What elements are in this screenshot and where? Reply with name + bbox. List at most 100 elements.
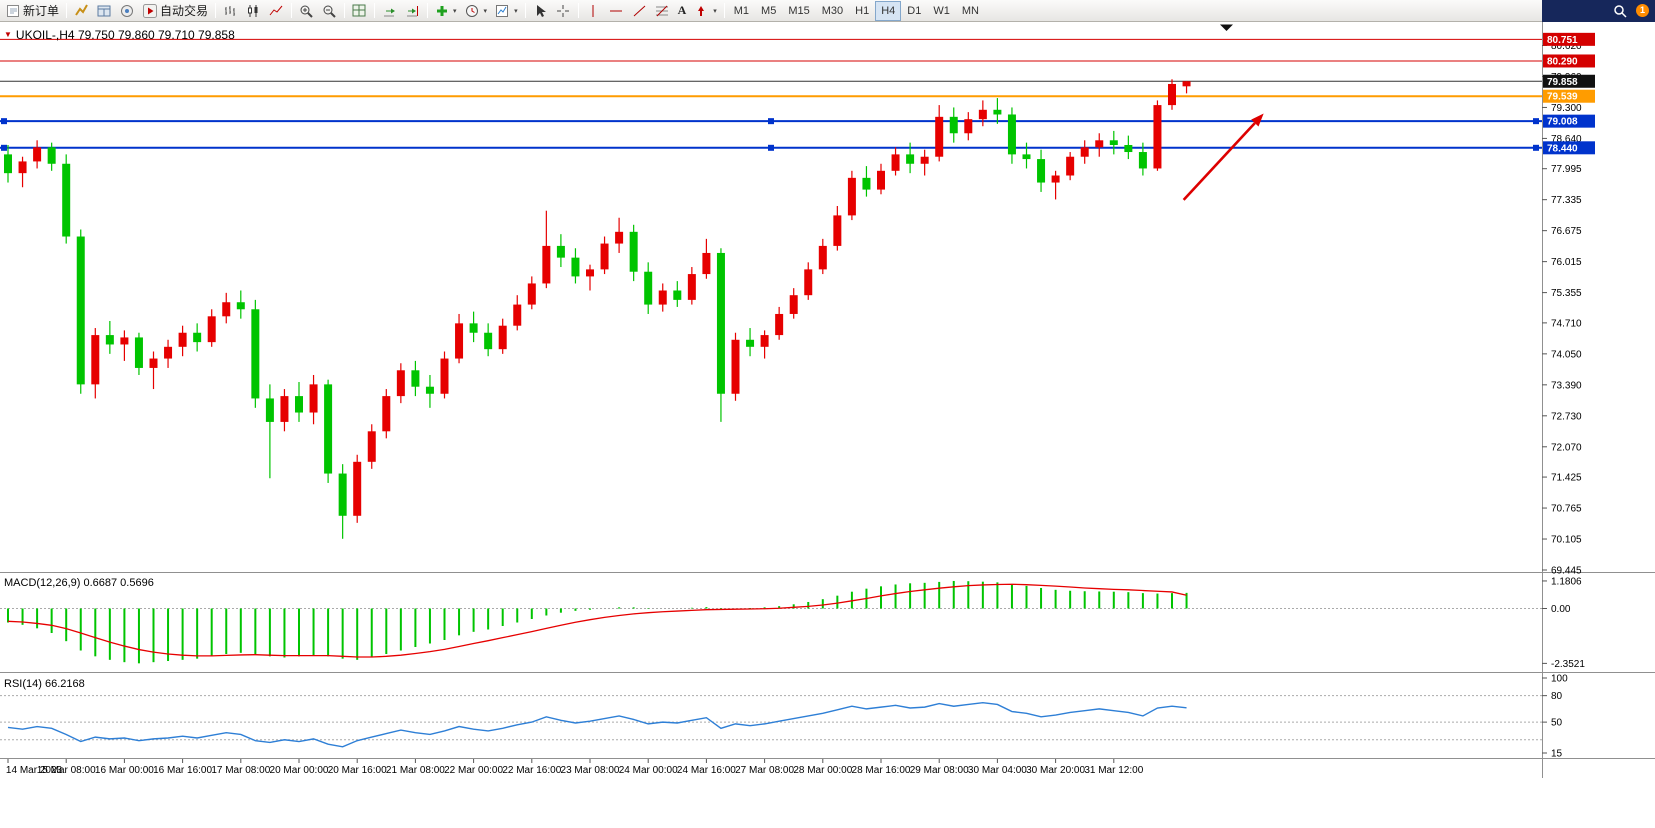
line-chart-button[interactable] — [265, 1, 288, 21]
svg-text:24 Mar 00:00: 24 Mar 00:00 — [619, 765, 678, 776]
svg-text:69.445: 69.445 — [1551, 566, 1582, 577]
periods-button[interactable]: ▾ — [461, 1, 492, 21]
text-tool-icon: A — [677, 3, 687, 17]
chart-shift-icon — [407, 5, 419, 16]
timeframe-m30-button[interactable]: M30 — [816, 1, 849, 21]
svg-text:17 Mar 08:00: 17 Mar 08:00 — [211, 765, 270, 776]
chevron-down-icon: ▾ — [483, 7, 488, 15]
svg-text:15 Mar 08:00: 15 Mar 08:00 — [37, 765, 96, 776]
market-watch-button[interactable] — [70, 1, 93, 21]
trendline-button[interactable] — [628, 1, 651, 21]
auto-scroll-button[interactable] — [378, 1, 401, 21]
toolbar-separator — [291, 3, 293, 18]
svg-text:20 Mar 00:00: 20 Mar 00:00 — [270, 765, 329, 776]
arrow-up-icon — [698, 5, 705, 16]
svg-text:29 Mar 08:00: 29 Mar 08:00 — [910, 765, 969, 776]
toolbar-separator — [66, 3, 68, 18]
templates-button[interactable]: ▾ — [491, 1, 522, 21]
chart-shift-button[interactable] — [401, 1, 424, 21]
data-window-icon — [97, 5, 111, 16]
svg-text:80: 80 — [1551, 691, 1563, 702]
svg-text:74.050: 74.050 — [1551, 349, 1582, 360]
chevron-down-icon: ▾ — [453, 7, 457, 15]
svg-text:16 Mar 00:00: 16 Mar 00:00 — [95, 765, 154, 776]
navigator-icon — [121, 4, 134, 17]
timeframe-mn-button[interactable]: MN — [956, 1, 985, 21]
svg-text:72.070: 72.070 — [1551, 442, 1582, 453]
svg-text:100: 100 — [1551, 674, 1568, 685]
svg-text:78.440: 78.440 — [1547, 143, 1578, 154]
autotrading-label: 自动交易 — [160, 4, 209, 18]
svg-text:1.1806: 1.1806 — [1551, 576, 1582, 587]
svg-text:-2.3521: -2.3521 — [1551, 659, 1585, 670]
svg-text:14 Mar 2023: 14 Mar 2023 — [6, 765, 63, 776]
svg-text:76.015: 76.015 — [1551, 257, 1582, 268]
crosshair-button[interactable] — [552, 1, 575, 21]
main-toolbar: 新订单 自动交易 ▾ ▾ ▾ A ▾ — [0, 0, 1655, 22]
data-window-button[interactable] — [93, 1, 116, 21]
chart-canvas[interactable]: 80.62079.96079.30078.64077.99577.33576.6… — [0, 22, 1655, 828]
candlestick-chart-button[interactable] — [242, 1, 265, 21]
timeframe-m5-button[interactable]: M5 — [755, 1, 782, 21]
svg-text:78.640: 78.640 — [1551, 134, 1582, 145]
bar-chart-icon — [225, 5, 236, 16]
svg-text:20 Mar 16:00: 20 Mar 16:00 — [328, 765, 387, 776]
toolbar-separator — [427, 3, 429, 18]
tile-windows-button[interactable] — [348, 1, 371, 21]
toolbar-separator — [215, 3, 217, 18]
crosshair-icon — [556, 4, 569, 17]
zoom-out-icon — [323, 5, 336, 18]
navigator-button[interactable] — [116, 1, 139, 21]
svg-text:0.00: 0.00 — [1551, 604, 1571, 615]
line-chart-icon — [269, 5, 283, 15]
text-tool-button[interactable]: A — [674, 1, 691, 21]
zoom-in-icon — [300, 5, 313, 18]
svg-text:15: 15 — [1551, 749, 1563, 760]
svg-text:24 Mar 16:00: 24 Mar 16:00 — [677, 765, 736, 776]
zoom-in-button[interactable] — [295, 1, 318, 21]
timeframe-h1-button[interactable]: H1 — [849, 1, 875, 21]
svg-text:50: 50 — [1551, 718, 1563, 729]
cursor-button[interactable] — [529, 1, 552, 21]
indicators-add-icon — [437, 5, 448, 16]
svg-text:28 Mar 16:00: 28 Mar 16:00 — [852, 765, 911, 776]
autotrading-icon — [143, 3, 158, 18]
toolbar-separator — [344, 3, 346, 18]
zoom-out-button[interactable] — [318, 1, 341, 21]
search-button[interactable] — [1610, 1, 1630, 21]
svg-text:71.425: 71.425 — [1551, 473, 1582, 484]
horizontal-line-button[interactable] — [605, 1, 628, 21]
svg-text:31 Mar 12:00: 31 Mar 12:00 — [1084, 765, 1143, 776]
svg-text:79.008: 79.008 — [1547, 117, 1578, 128]
svg-text:23 Mar 08:00: 23 Mar 08:00 — [561, 765, 620, 776]
cursor-icon — [536, 4, 546, 17]
indicators-button[interactable]: ▾ — [431, 1, 461, 21]
svg-text:72.730: 72.730 — [1551, 411, 1582, 422]
arrows-tool-button[interactable]: ▾ — [690, 1, 721, 21]
svg-text:79.858: 79.858 — [1547, 77, 1578, 88]
fibonacci-icon — [655, 5, 668, 16]
toolbar-right-panel: 1 — [1542, 0, 1655, 22]
svg-text:22 Mar 16:00: 22 Mar 16:00 — [502, 765, 561, 776]
timeframe-h4-button[interactable]: H4 — [875, 0, 902, 21]
autotrading-button[interactable]: 自动交易 — [139, 1, 212, 21]
timeframe-w1-button[interactable]: W1 — [927, 1, 956, 21]
notification-badge[interactable]: 1 — [1636, 4, 1649, 17]
vertical-line-icon — [592, 4, 594, 17]
auto-scroll-icon — [384, 8, 396, 16]
chevron-down-icon: ▾ — [514, 7, 518, 15]
svg-text:70.765: 70.765 — [1551, 504, 1582, 515]
svg-text:77.995: 77.995 — [1551, 164, 1582, 175]
fibonacci-button[interactable] — [651, 1, 674, 21]
template-icon — [496, 4, 509, 17]
tile-windows-icon — [352, 4, 366, 16]
bar-chart-button[interactable] — [219, 1, 242, 21]
svg-text:77.335: 77.335 — [1551, 195, 1582, 206]
svg-text:27 Mar 08:00: 27 Mar 08:00 — [735, 765, 794, 776]
new-order-button[interactable]: 新订单 — [2, 1, 63, 21]
vertical-line-button[interactable] — [582, 1, 605, 21]
timeframe-m15-button[interactable]: M15 — [782, 1, 815, 21]
timeframe-m1-button[interactable]: M1 — [728, 1, 755, 21]
timeframe-d1-button[interactable]: D1 — [901, 1, 927, 21]
